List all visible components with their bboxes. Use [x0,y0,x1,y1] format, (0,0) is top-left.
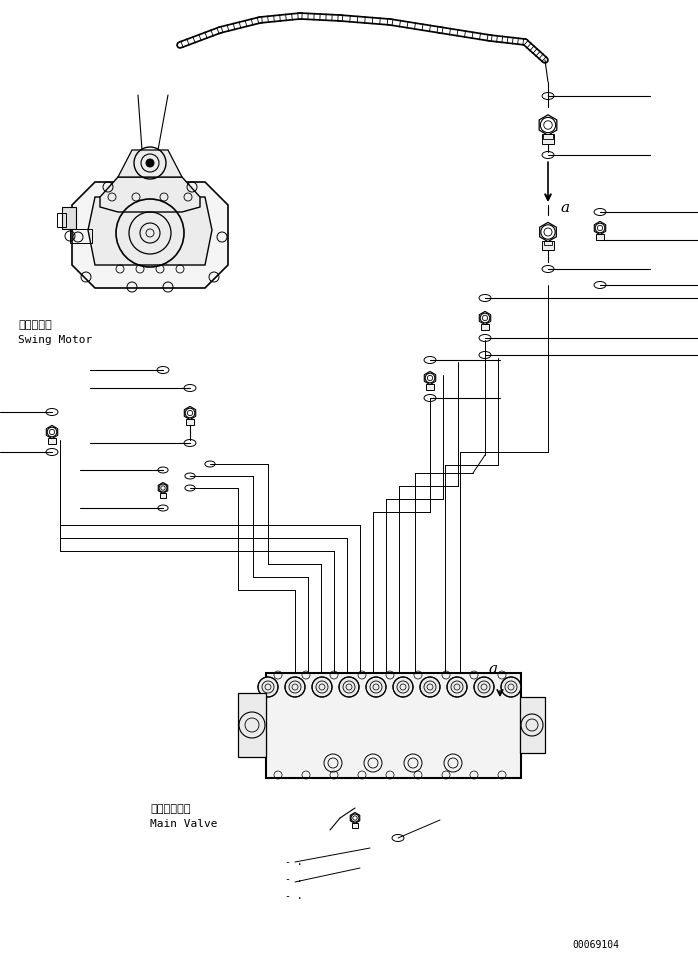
Circle shape [312,677,332,697]
Bar [542,241,554,250]
Circle shape [474,677,494,697]
Text: - .: - . [285,874,303,884]
Bar [596,234,604,240]
Bar [543,134,553,139]
Circle shape [339,677,359,697]
Text: a: a [488,662,497,676]
Text: - .: - . [285,857,303,867]
Bar [481,324,489,330]
Bar [57,213,66,227]
Circle shape [420,677,440,697]
Bar [238,693,266,757]
Bar [70,229,92,243]
Polygon shape [118,150,182,177]
Polygon shape [88,197,212,265]
Circle shape [366,677,386,697]
Bar [266,673,521,778]
Circle shape [501,677,521,697]
Circle shape [393,677,413,697]
Text: 00069104: 00069104 [572,940,619,950]
Text: 旋回モータ: 旋回モータ [18,320,52,330]
Circle shape [447,677,467,697]
Text: Main Valve: Main Valve [150,819,218,829]
Bar [544,241,553,245]
Bar [62,207,76,229]
Bar [426,384,434,390]
Text: a: a [560,201,569,215]
Text: Swing Motor: Swing Motor [18,335,92,345]
Circle shape [285,677,305,697]
Bar [186,419,194,424]
Bar [48,438,56,444]
Polygon shape [72,182,228,288]
Text: メインバルブ: メインバルブ [150,804,191,814]
Circle shape [258,677,278,697]
Bar [542,134,554,144]
Bar [352,823,358,828]
Circle shape [146,159,154,167]
Text: - .: - . [285,891,303,901]
Bar [520,697,545,753]
Polygon shape [100,177,200,212]
Bar [160,493,166,498]
